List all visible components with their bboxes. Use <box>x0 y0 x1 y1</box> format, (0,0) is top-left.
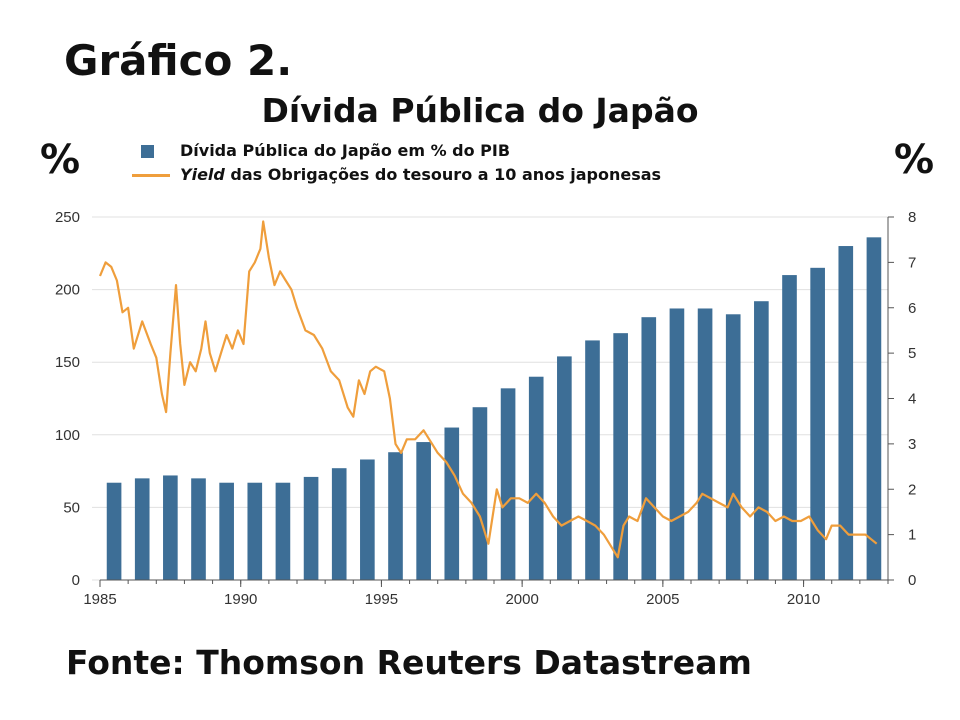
x-axis-tick-label: 2000 <box>505 591 538 608</box>
bar <box>106 482 122 580</box>
bar <box>388 452 403 580</box>
bar <box>557 356 572 580</box>
right-axis-tick-label: 6 <box>908 300 916 317</box>
x-axis-tick-label: 2010 <box>787 591 820 608</box>
bar <box>838 246 854 580</box>
bar <box>810 267 825 580</box>
right-axis-tick-label: 1 <box>908 527 916 544</box>
bar <box>303 476 319 580</box>
bar <box>191 478 206 580</box>
bar <box>247 482 263 580</box>
bar <box>360 459 375 580</box>
bar <box>782 275 797 580</box>
bar <box>866 237 882 580</box>
bar <box>697 308 713 580</box>
right-axis-tick-label: 7 <box>908 254 916 271</box>
bar <box>641 317 657 580</box>
bar <box>472 407 488 580</box>
bar <box>219 482 234 580</box>
bar <box>585 340 600 580</box>
bar <box>669 308 685 580</box>
x-axis-tick-label: 1985 <box>83 591 116 608</box>
line-series <box>98 220 878 559</box>
left-axis-tick-label: 200 <box>55 282 80 299</box>
left-axis-tick-label: 250 <box>55 209 80 226</box>
right-axis-unit: % <box>894 137 935 183</box>
x-axis-tick-label: 1995 <box>365 591 398 608</box>
right-axis-tick-label: 4 <box>908 391 916 408</box>
legend-item-debt: Dívida Pública do Japão em % do PIB <box>132 139 661 163</box>
chart-legend: Dívida Pública do Japão em % do PIB Yiel… <box>132 139 661 187</box>
bar <box>500 388 516 580</box>
bar <box>444 427 460 580</box>
yield-line <box>98 220 878 559</box>
right-axis-tick-label: 2 <box>908 481 916 498</box>
bar <box>275 482 291 580</box>
left-axis-tick-label: 0 <box>72 572 80 589</box>
right-axis-tick-label: 5 <box>908 345 916 362</box>
left-axis-tick-label: 100 <box>55 427 80 444</box>
legend-label-yield: Yield das Obrigações do tesouro a 10 ano… <box>180 164 661 186</box>
axes: 0 50 100 150 200 250 0 1 2 3 4 5 6 7 8 1985 1990 1995 2000… <box>55 209 916 608</box>
legend-line-swatch <box>132 173 170 177</box>
right-axis-tick-label: 8 <box>908 209 916 226</box>
left-axis-tick-label: 50 <box>63 499 80 516</box>
chart-title: Dívida Pública do Japão <box>261 91 699 130</box>
bar <box>613 333 628 580</box>
legend-bar-swatch <box>141 144 154 158</box>
bar <box>725 314 741 580</box>
bar <box>163 475 178 580</box>
right-axis-tick-label: 3 <box>908 436 916 453</box>
x-axis-tick-label: 1990 <box>224 591 257 608</box>
bar <box>416 442 431 580</box>
bar <box>528 376 544 580</box>
chart-plot: 0 50 100 150 200 250 0 1 2 3 4 5 6 7 8 1985 1990 1995 2000… <box>55 209 916 608</box>
legend-item-yield: Yield das Obrigações do tesouro a 10 ano… <box>132 163 661 187</box>
legend-label-yield-rest: das Obrigações do tesouro a 10 anos japo… <box>224 165 662 184</box>
legend-label-yield-italic: Yield <box>180 165 225 184</box>
legend-label-debt: Dívida Pública do Japão em % do PIB <box>180 141 511 160</box>
figure-heading: Gráfico 2. <box>64 36 293 85</box>
bar <box>331 468 347 580</box>
left-axis-unit: % <box>40 137 81 183</box>
bar-series <box>106 237 882 580</box>
left-axis-tick-label: 150 <box>55 354 80 371</box>
source-note: Fonte: Thomson Reuters Datastream <box>66 643 752 682</box>
bar <box>134 478 150 580</box>
right-axis-tick-label: 0 <box>908 572 916 589</box>
bar <box>754 301 769 580</box>
x-axis-tick-label: 2005 <box>646 591 679 608</box>
